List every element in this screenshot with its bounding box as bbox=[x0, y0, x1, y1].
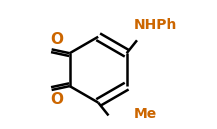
Text: NHPh: NHPh bbox=[134, 18, 177, 32]
Text: O: O bbox=[50, 32, 63, 47]
Text: O: O bbox=[50, 92, 63, 107]
Text: Me: Me bbox=[134, 107, 157, 121]
